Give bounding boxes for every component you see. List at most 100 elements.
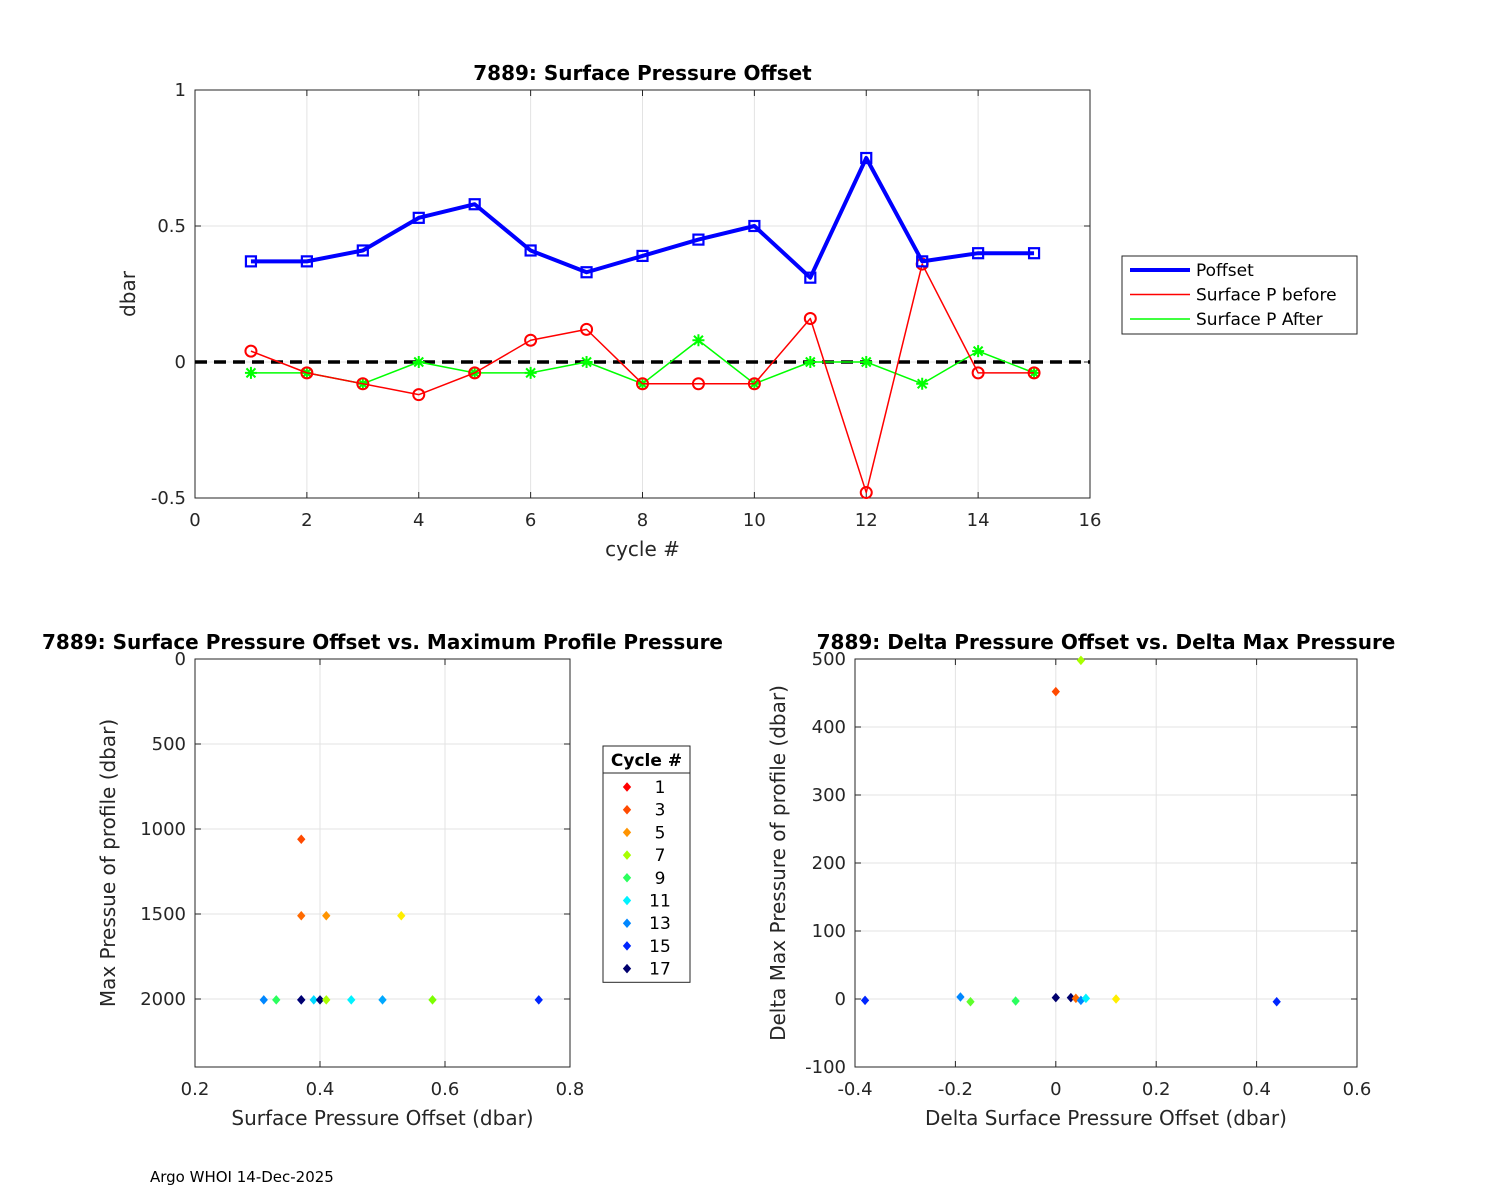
legend-label: 13 <box>649 914 671 934</box>
scatter-point <box>397 910 406 921</box>
x-tick-label: 0.6 <box>431 1079 460 1100</box>
x-tick-label: 0 <box>1050 1079 1061 1100</box>
data-point-marker <box>804 356 817 368</box>
legend-marker <box>622 963 632 974</box>
scatter-point <box>378 995 387 1005</box>
scatter-point <box>347 995 356 1005</box>
legend-label: 5 <box>655 823 666 843</box>
legend-label: 15 <box>649 937 671 957</box>
x-tick-label: 0.4 <box>1242 1079 1271 1100</box>
series-line <box>250 263 1035 494</box>
chart-bottom_right: -0.4 -0.2 0 0.2 0.4 0.6 -100 0 100 200 300 400 50078… <box>766 630 1395 1130</box>
scatter-point <box>297 834 306 844</box>
scatter-point <box>1011 996 1020 1006</box>
data-point-marker <box>803 311 817 325</box>
legend-marker <box>622 918 632 928</box>
y-tick-label: 300 <box>812 785 846 806</box>
legend-marker <box>622 941 632 951</box>
legend-label: Poffset <box>1196 261 1254 281</box>
x-tick-label: 0.2 <box>181 1079 210 1100</box>
data-point-marker <box>916 377 929 390</box>
scatter-point <box>956 992 965 1002</box>
x-tick-label: 0.2 <box>1142 1079 1171 1100</box>
x-axis-label: Delta Surface Pressure Offset (dbar) <box>925 1106 1287 1130</box>
data-point-marker <box>636 249 649 263</box>
scatter-point <box>259 995 268 1005</box>
legend-marker <box>622 895 632 906</box>
data-point-marker <box>356 244 369 257</box>
y-axis-label: Max Pressue of profile (dbar) <box>96 719 120 1007</box>
data-point-marker <box>468 198 481 211</box>
x-tick-label: 12 <box>855 510 878 531</box>
data-point-marker <box>580 266 593 279</box>
x-axis-label: Surface Pressure Offset (dbar) <box>231 1106 533 1130</box>
legend-label: Surface P before <box>1196 286 1337 306</box>
data-point-marker <box>747 377 761 391</box>
y-axis-label: dbar <box>116 270 140 317</box>
data-point-marker <box>412 211 425 224</box>
axes-box <box>194 658 571 1068</box>
y-axis-label: Delta Max Pressure of profile (dbar) <box>766 685 790 1041</box>
data-point-marker <box>916 255 929 268</box>
y-tick-label: -0.5 <box>151 488 186 509</box>
scatter-point <box>272 995 281 1005</box>
legend-marker <box>622 827 632 838</box>
series-line <box>250 156 1035 280</box>
data-point-marker <box>412 356 425 368</box>
chart-title: 7889: Surface Pressure Offset vs. Maximu… <box>42 630 723 654</box>
x-tick-label: 0 <box>189 510 200 531</box>
legend-label: 11 <box>649 892 671 912</box>
scatter-point <box>1051 686 1060 697</box>
scatter-point <box>1066 992 1076 1003</box>
x-tick-label: 8 <box>637 510 648 531</box>
x-tick-label: 16 <box>1079 510 1102 531</box>
y-tick-label: -100 <box>805 1057 846 1078</box>
y-tick-label: 0.5 <box>157 216 186 237</box>
chart-bottom_left: 0.2 0.4 0.6 0.8 0 500 1000 1500 2000 7889: Surfac… <box>42 630 723 1130</box>
data-point-marker <box>748 219 761 233</box>
scatter-point <box>1272 996 1281 1007</box>
x-tick-label: 4 <box>413 510 424 531</box>
scatter-point <box>1076 655 1086 666</box>
data-point-marker <box>691 377 705 391</box>
legend-label: 7 <box>655 846 666 866</box>
y-tick-label: 0 <box>175 352 186 373</box>
data-point-marker <box>412 388 426 402</box>
legend-marker <box>622 850 632 860</box>
data-point-marker <box>244 366 257 379</box>
footer-credit: Argo WHOI 14-Dec-2025 <box>150 1168 334 1186</box>
x-tick-label: 2 <box>301 510 312 531</box>
data-point-marker <box>972 345 985 358</box>
data-point-marker <box>971 366 985 380</box>
scatter-point <box>1081 993 1091 1004</box>
legend-label: 17 <box>649 960 671 980</box>
data-point-marker <box>580 356 593 368</box>
legend-marker <box>622 804 632 815</box>
data-point-marker <box>524 244 537 257</box>
data-point-marker <box>860 356 873 368</box>
chart-title: 7889: Surface Pressure Offset <box>473 61 812 85</box>
y-tick-label: 1500 <box>140 904 186 925</box>
scatter-point <box>860 995 870 1006</box>
x-axis-label: cycle # <box>605 537 680 561</box>
scatter-point <box>297 910 306 921</box>
data-point-marker <box>860 151 873 165</box>
data-point-marker <box>580 322 594 336</box>
data-point-marker <box>692 334 705 347</box>
y-tick-label: 0 <box>835 989 846 1010</box>
y-tick-label: 2000 <box>140 989 186 1010</box>
y-tick-label: 400 <box>812 717 846 738</box>
legend-marker <box>622 782 632 792</box>
data-point-marker <box>524 366 537 379</box>
data-point-marker <box>468 366 482 380</box>
x-tick-label: -0.2 <box>938 1079 973 1100</box>
scatter-point <box>1111 994 1121 1004</box>
legend-label: 3 <box>655 801 666 821</box>
x-tick-label: 14 <box>967 510 990 531</box>
scatter-point <box>966 996 975 1007</box>
x-tick-label: 10 <box>743 510 766 531</box>
x-tick-label: -0.4 <box>837 1079 872 1100</box>
data-point-marker <box>972 247 985 260</box>
